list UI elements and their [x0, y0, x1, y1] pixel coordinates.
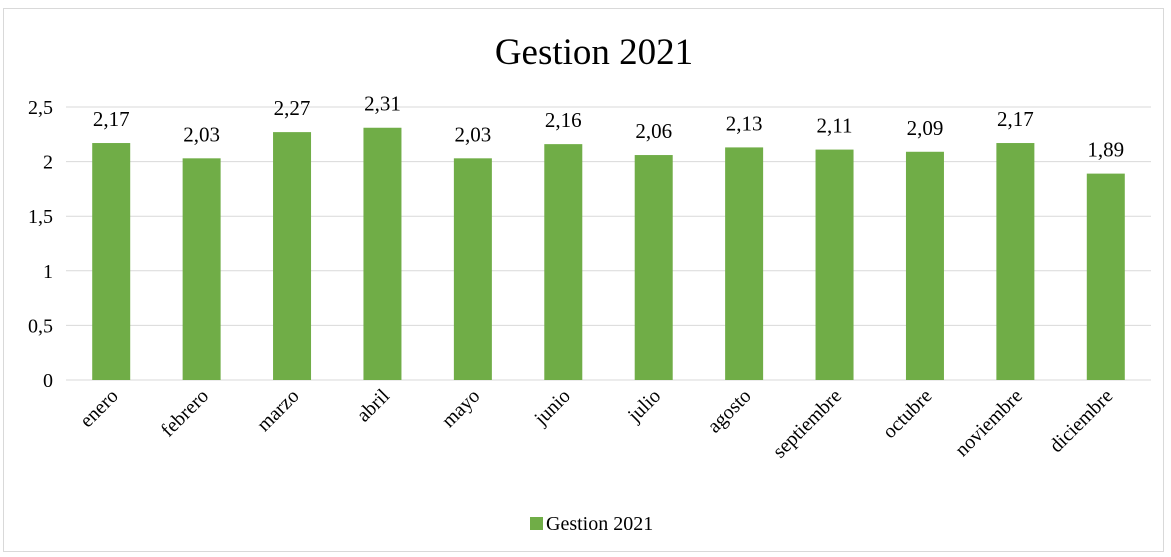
x-tick-label: agosto: [703, 385, 755, 437]
data-label: 2,06: [635, 119, 672, 143]
data-label: 2,17: [93, 107, 130, 131]
bar: [363, 127, 402, 380]
bar: [182, 158, 221, 380]
y-tick-label: 1: [43, 261, 53, 283]
bars: [92, 127, 1125, 380]
data-label: 2,09: [907, 116, 944, 140]
bar: [273, 132, 312, 380]
x-axis-ticks: enero febrero marzo abril mayo junio julio agos…: [76, 385, 1118, 463]
gridlines: [66, 106, 1151, 381]
bar: [1086, 173, 1125, 380]
x-tick-label: junio: [529, 385, 574, 430]
chart-title: Gestion 2021: [495, 32, 693, 73]
data-label: 2,16: [545, 108, 582, 132]
y-tick-label: 1,5: [28, 206, 53, 228]
x-tick-label: mayo: [437, 385, 484, 432]
data-label: 2,13: [726, 111, 763, 135]
y-tick-label: 2: [43, 152, 53, 174]
data-label: 2,03: [183, 122, 220, 146]
x-tick-label: marzo: [253, 385, 304, 436]
y-tick-label: 2,5: [28, 97, 53, 119]
x-tick-label: diciembre: [1045, 385, 1117, 457]
x-tick-label: julio: [623, 385, 665, 427]
bar: [996, 143, 1035, 380]
bar: [725, 147, 764, 380]
y-axis-ticks: 0 0,5 1 1,5 2 2,5: [28, 97, 53, 392]
x-tick-label: noviembre: [951, 385, 1027, 461]
y-tick-label: 0,5: [28, 315, 53, 337]
x-tick-label: septiembre: [768, 385, 846, 463]
bar: [905, 151, 944, 380]
bar: [815, 149, 854, 380]
data-label: 2,27: [274, 96, 311, 120]
data-label: 2,17: [997, 107, 1034, 131]
x-tick-label: abril: [353, 385, 395, 427]
bar: [453, 158, 492, 380]
data-labels: 2,17 2,03 2,27 2,31 2,03 2,16 2,06 2,13 2,11 2,09…: [93, 92, 1124, 162]
x-tick-label: octubre: [879, 385, 937, 443]
bar: [634, 155, 673, 380]
data-label: 2,11: [817, 114, 853, 138]
y-tick-label: 0: [43, 370, 53, 392]
bar: [92, 143, 131, 380]
x-tick-label: febrero: [157, 385, 213, 441]
legend-label: Gestion 2021: [546, 513, 653, 535]
bar: [544, 144, 583, 380]
legend-swatch: [530, 517, 543, 530]
data-label: 2,03: [455, 122, 492, 146]
legend: Gestion 2021: [530, 513, 653, 535]
data-label: 2,31: [364, 92, 401, 116]
data-label: 1,89: [1087, 138, 1124, 162]
x-tick-label: enero: [76, 385, 123, 432]
